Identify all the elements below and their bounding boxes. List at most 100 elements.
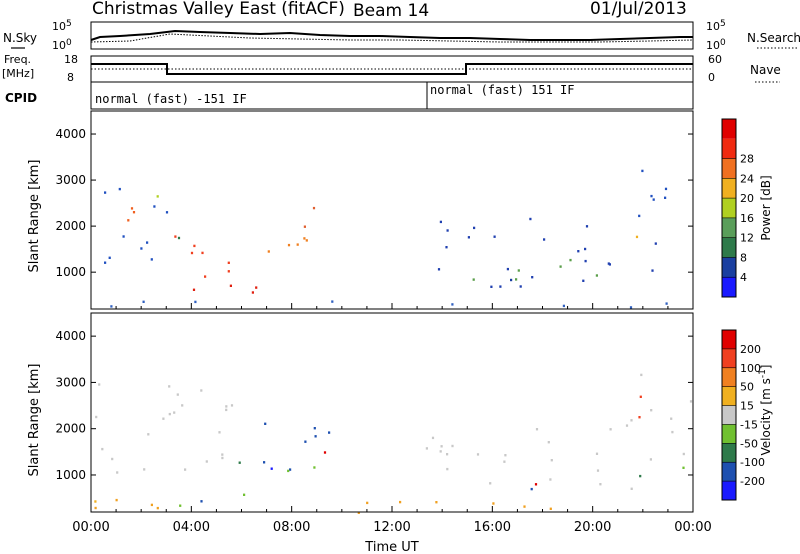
scatter-cell [584,247,587,251]
cpid-panel-frame [90,81,694,110]
scatter-cell [104,191,107,194]
scatter-cell [607,262,610,265]
colorbar-swatch [722,462,736,482]
scatter-cell [156,506,159,510]
x-tick-label: 12:00 [373,520,410,535]
scatter-cell [143,468,146,471]
scatter-cell [127,219,130,222]
power-panel-scatter [104,169,668,309]
scatter-cell [192,288,196,291]
scatter-cell [472,278,475,281]
scatter-cell [625,424,629,427]
scatter-cell [200,500,203,503]
scatter-cell [439,450,442,453]
scatter-cell [445,246,448,249]
y-tick-label: 3000 [55,375,86,389]
scatter-cell [651,269,654,272]
scatter-cell [357,511,360,514]
velocity-panel-frame [90,312,694,513]
scatter-cell [205,460,208,463]
x-tick-label: 00:00 [674,520,711,535]
scatter-cell [150,258,153,261]
scatter-cell [156,195,159,198]
colorbar-swatch [722,386,736,406]
scatter-cell [639,474,642,478]
scatter-cell [577,250,580,253]
scatter-cell [523,505,526,508]
nsearch-trace [90,33,694,43]
colorbar-tick-label: -200 [740,475,765,488]
x-tick-label: 08:00 [273,520,310,535]
scatter-cell [640,373,643,377]
scatter-cell [146,241,149,244]
scatter-cell [312,206,316,210]
colorbar-swatch [722,158,736,179]
x-tick-label: 20:00 [574,520,611,535]
scatter-cell [221,453,224,456]
power-ylabel: Slant Range [km] [27,160,42,273]
nsearch-label: N.Search [747,31,800,45]
scatter-cell [328,431,331,434]
scatter-cell [439,220,442,224]
scatter-cell [446,453,449,456]
scatter-cell [535,428,539,431]
scatter-cell [437,268,441,271]
scatter-cell [671,430,674,434]
nsearch-scale-top: 105 [706,19,726,33]
scatter-cell [584,259,587,263]
scatter-cell [366,501,369,505]
scatter-cell [531,276,534,279]
scatter-cell [665,302,668,305]
scatter-cell [313,427,316,430]
scatter-cell [451,303,454,306]
scatter-cell [547,441,550,444]
scatter-cell [94,500,97,503]
colorbar-swatch [722,237,736,258]
scatter-cell [179,504,182,507]
scatter-cell [519,285,522,288]
scatter-cell [534,483,538,486]
colorbar-tick-label: 28 [740,153,754,166]
scatter-cell [515,278,518,281]
power-panel-frame [90,110,694,310]
scatter-cell [550,459,553,462]
scatter-cell [287,243,291,247]
y-tick-label: 4000 [55,127,86,141]
x-tick-label: 16:00 [474,520,511,535]
scatter-cell [630,419,633,422]
scatter-cell [95,415,98,419]
scatter-cell [264,422,267,425]
scatter-cell [181,404,184,407]
scatter-cell [638,214,641,218]
colorbar-swatch [722,481,736,500]
freq-label: Freq. [4,53,31,66]
scatter-cell [313,466,316,469]
nave-tick-top: 60 [708,53,722,66]
colorbar-swatch [722,443,736,463]
velocity-ylabel: Slant Range [km] [27,364,42,477]
scatter-cell [176,393,179,396]
scatter-cell [296,243,299,246]
scatter-cell [562,304,565,308]
scatter-cell [510,278,513,282]
scatter-cell [263,461,266,464]
nave-label: Nave [750,63,781,77]
colorbar-tick-label: 50 [740,381,754,394]
scatter-cell [98,383,101,386]
colorbar-swatch [722,405,736,425]
scatter-cell [506,267,509,271]
nsky-scale-bottom: 100 [52,38,72,52]
scatter-cell [227,270,230,273]
scatter-cell [314,435,317,438]
scatter-cell [323,451,327,454]
scatter-cell [108,256,111,259]
scatter-cell [549,507,552,510]
scatter-cell [230,404,234,407]
scatter-cell [492,502,495,505]
scatter-cell [504,454,507,457]
scatter-cell [503,460,506,463]
scatter-cell [177,236,181,240]
scatter-cell [111,457,114,461]
scatter-cell [331,300,334,303]
